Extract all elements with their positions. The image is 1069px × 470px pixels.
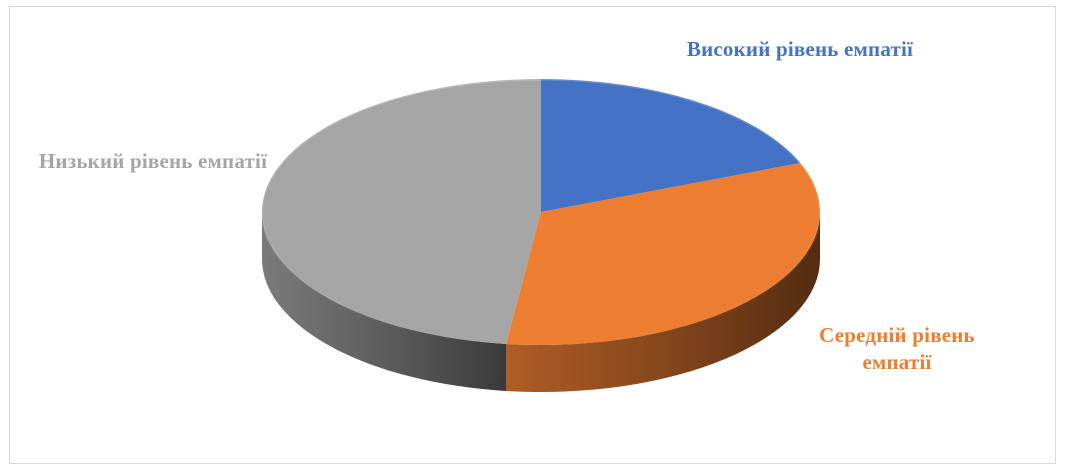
pie-side-shading-2 [262,212,507,391]
data-label-medium-empathy: Середній рівень емпатії [819,323,975,374]
data-label-low-empathy: Низький рівень емпатії [38,149,268,173]
pie-slice-0 [541,79,801,212]
pie-side-shading-1 [506,212,820,392]
data-label-high-empathy: Високий рівень емпатії [686,37,914,61]
pie-slice-1 [506,163,820,346]
pie-sides [262,212,820,392]
pie-slice-2 [261,78,541,344]
pie-tops [260,77,822,347]
pie-rim-highlight [260,77,822,347]
